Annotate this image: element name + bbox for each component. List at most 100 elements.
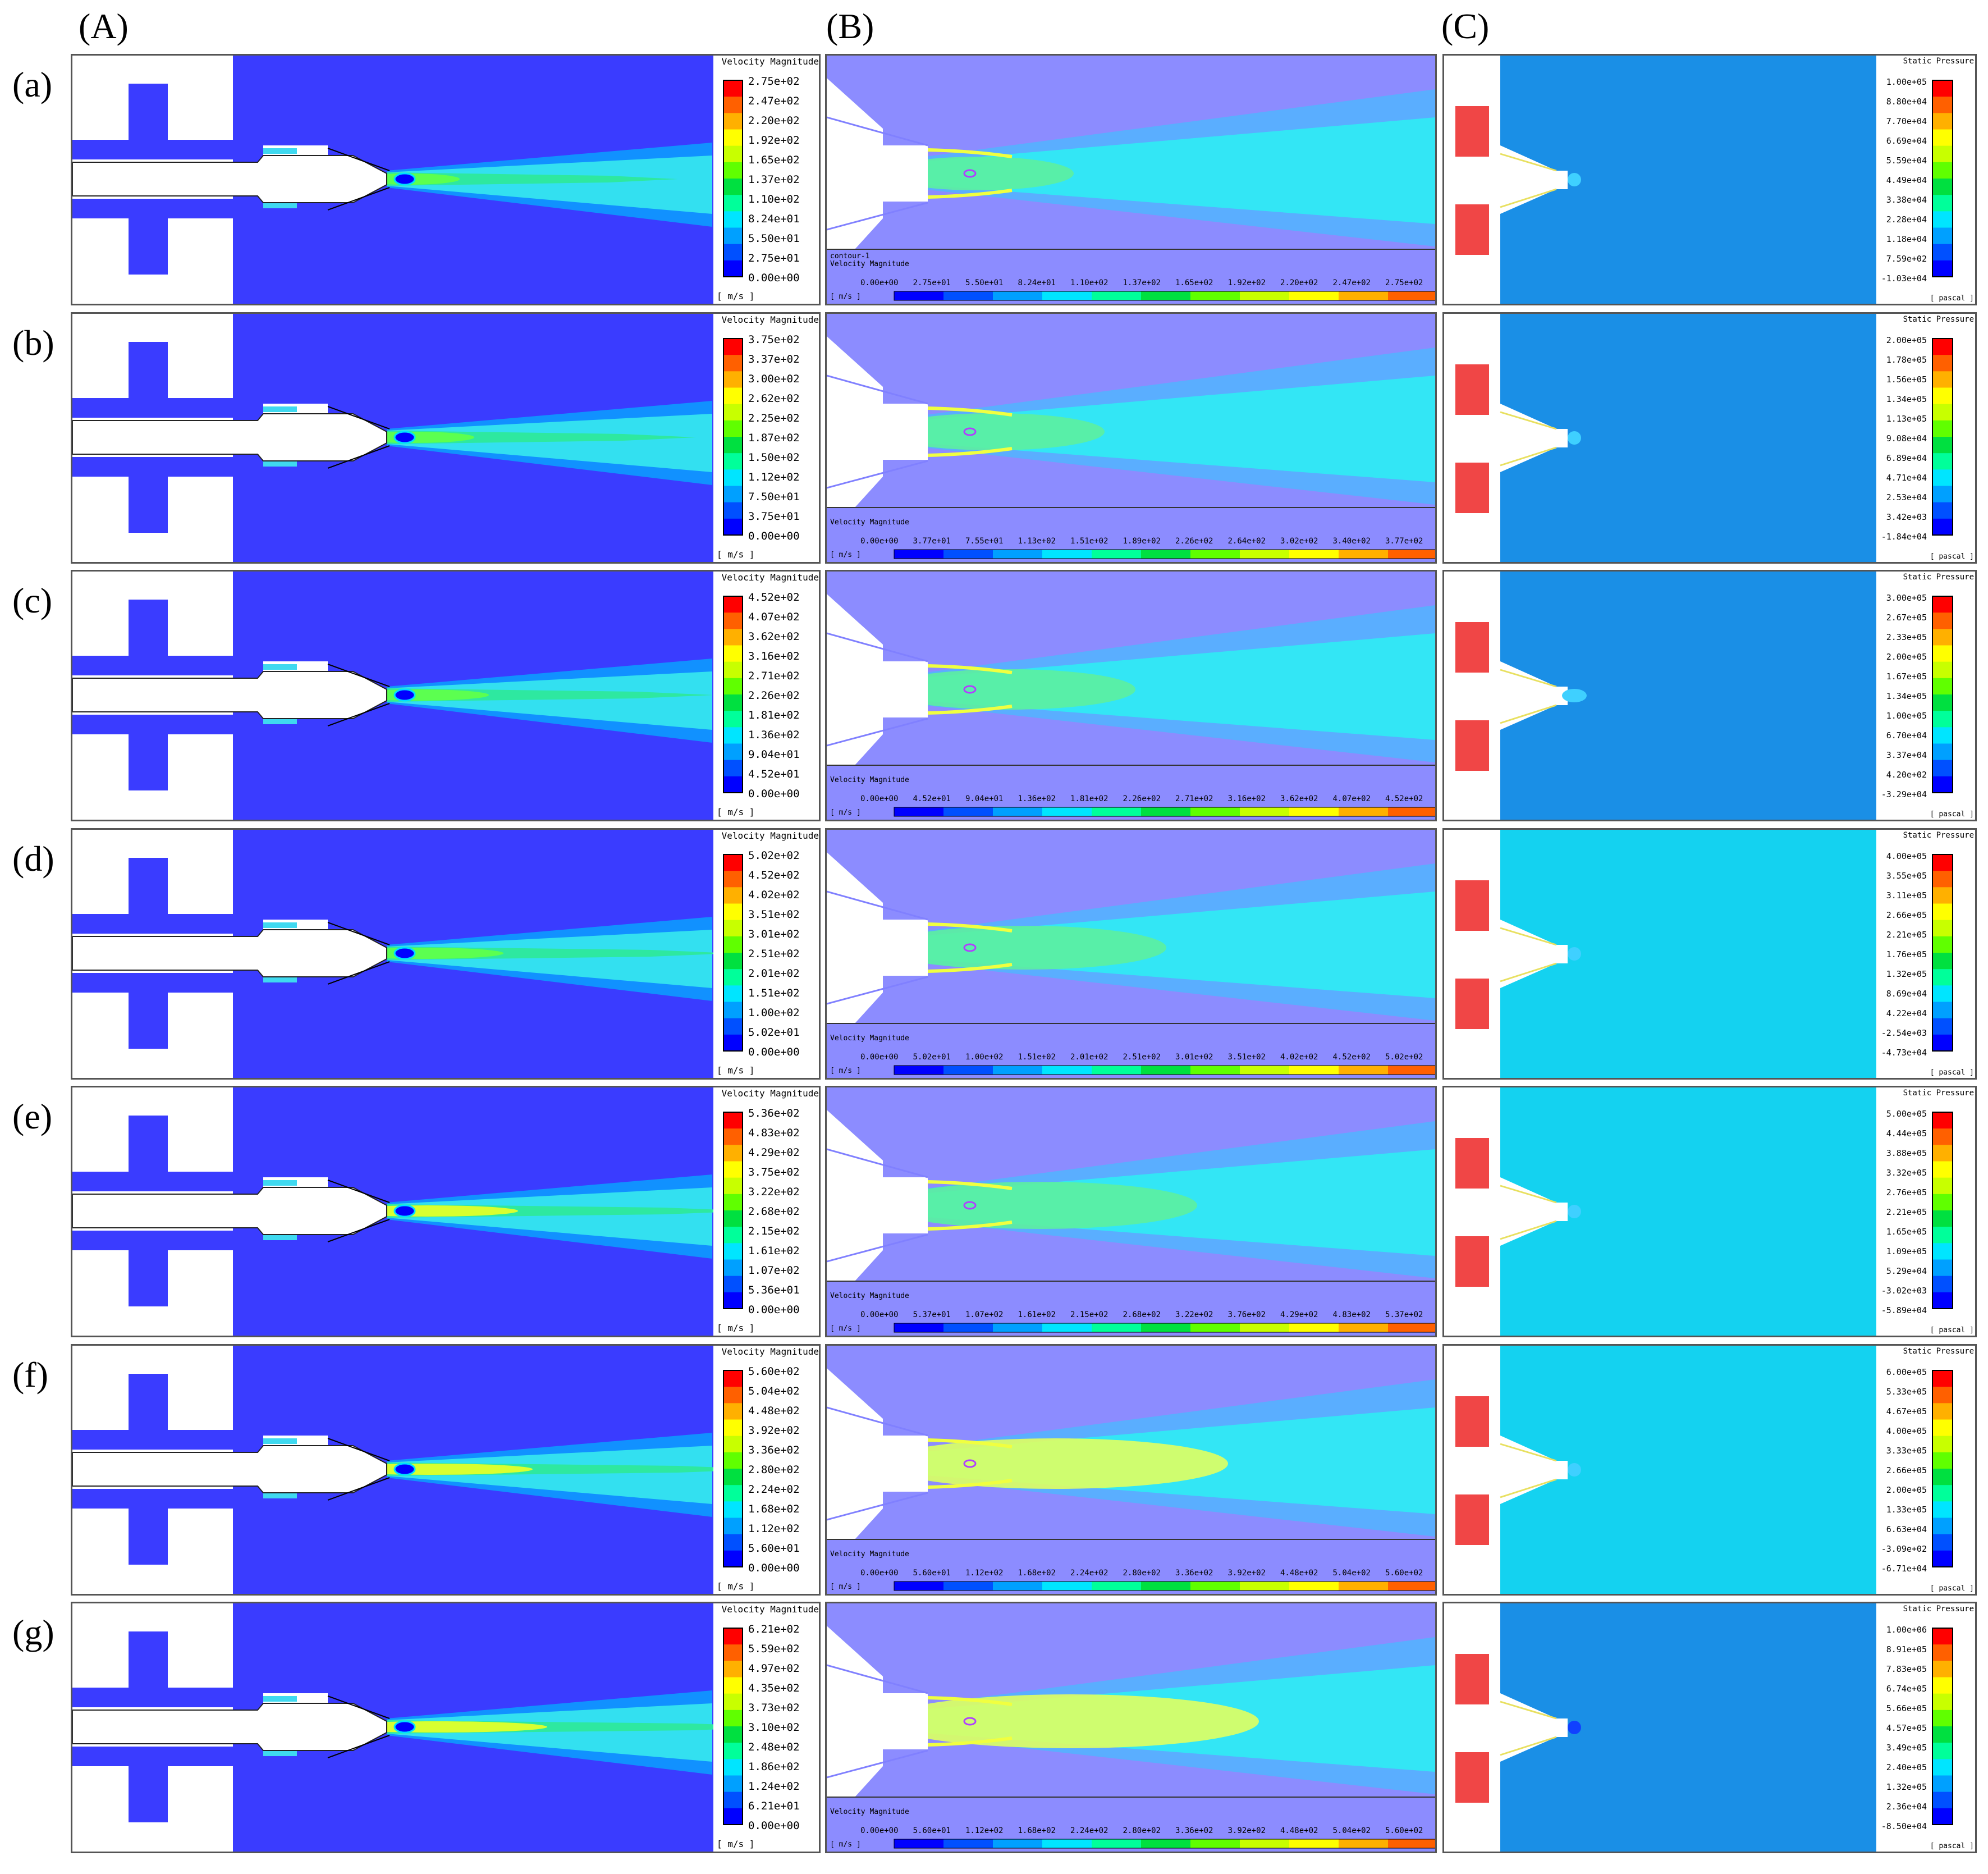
colorbar-tick: 3.37e+02 xyxy=(748,353,800,365)
lower-port xyxy=(297,1497,328,1537)
colorbar-tick: 5.02e+02 xyxy=(748,849,800,862)
colorbar-tick: 1.32e+05 xyxy=(1886,969,1927,979)
zoom-jet-core xyxy=(883,413,1105,450)
colorbar-tick: 5.60e+02 xyxy=(748,1365,800,1378)
colorbar-tick: 4.52e+02 xyxy=(748,869,800,881)
upper-port xyxy=(297,886,328,925)
colorbar-tick: 1.50e+02 xyxy=(748,451,800,464)
colorbar-unit: [ m/s ] xyxy=(830,1067,861,1075)
colorbar-tick: -3.09e+02 xyxy=(1881,1544,1927,1554)
colorbar-tick: 1.56e+05 xyxy=(1886,374,1927,385)
colorbar-tick: 1.36e+02 xyxy=(748,729,800,741)
velocity-panel-full: Velocity Magnitude 3.75e+02 3.37e+02 3.00e+… xyxy=(71,312,821,564)
colorbar-tick: 2.75e+02 xyxy=(748,75,800,88)
lower-plenum xyxy=(72,1489,258,1565)
pressure-panel: Static Pressure 4.00e+05 3.55e+05 3.11e+05 2… xyxy=(1442,828,1977,1080)
colorbar-tick: 4.52e+02 xyxy=(748,591,800,604)
velocity-panel-full: Velocity Magnitude 6.21e+02 5.59e+02 4.97e+… xyxy=(71,1602,821,1853)
jet-cyan xyxy=(387,1703,712,1762)
colorbar-tick: 5.60e+02 xyxy=(1385,1569,1423,1578)
colorbar-tick: 3.38e+04 xyxy=(1886,195,1927,205)
pressure-nozzle xyxy=(1444,1177,1568,1246)
colorbar-tick: 0.00e+00 xyxy=(860,537,898,546)
colorbar-unit: [ pascal ] xyxy=(1930,1842,1974,1850)
nozzle-needle xyxy=(72,413,387,461)
colorbar-tick: 1.67e+05 xyxy=(1886,671,1927,682)
colorbar-tick: 3.75e+02 xyxy=(748,1166,800,1178)
colorbar-tick: 0.00e+00 xyxy=(748,530,800,542)
colorbar-tick: -3.02e+03 xyxy=(1881,1286,1927,1296)
shock-cell xyxy=(393,172,416,186)
colorbar-tick: 7.70e+04 xyxy=(1886,116,1927,126)
colorbar-tick: 4.52e+02 xyxy=(1333,1053,1371,1062)
colorbar-tick: 0.00e+00 xyxy=(860,1053,898,1062)
colorbar-tick: 3.51e+02 xyxy=(1228,1053,1266,1062)
colorbar-tick: 5.29e+04 xyxy=(1886,1266,1927,1276)
jet-cyan xyxy=(387,156,712,214)
row-label: (a) xyxy=(12,65,53,104)
colorbar-tick: 5.02e+02 xyxy=(1385,1053,1423,1062)
colorbar-tick: 5.37e+02 xyxy=(1385,1310,1423,1319)
lower-high-pressure xyxy=(1455,979,1489,1029)
velocity-panel-full: Velocity Magnitude 4.52e+02 4.07e+02 3.62e+… xyxy=(71,570,821,821)
lower-plenum xyxy=(72,715,258,790)
colorbar-tick: 1.87e+02 xyxy=(748,432,800,444)
pressure-panel: Static Pressure 6.00e+05 5.33e+05 4.67e+05 4… xyxy=(1442,1344,1977,1596)
upper-plenum xyxy=(72,858,258,934)
colorbar-tick: 3.01e+02 xyxy=(748,928,800,940)
colorbar-unit: [ pascal ] xyxy=(1930,1068,1974,1077)
colorbar-tick: 4.52e+01 xyxy=(913,794,951,803)
colorbar-title: Static Pressure xyxy=(1903,573,1974,582)
colorbar-tick: 5.36e+02 xyxy=(748,1107,800,1119)
colorbar-tick: 4.49e+04 xyxy=(1886,175,1927,185)
colorbar-tick: 2.01e+02 xyxy=(1070,1053,1108,1062)
colorbar-tick: 5.60e+01 xyxy=(913,1569,951,1578)
colorbar-title: Velocity Magnitude xyxy=(830,776,909,784)
shock-cell xyxy=(393,431,416,444)
row-label: (e) xyxy=(12,1096,53,1136)
colorbar-unit: [ m/s ] xyxy=(830,292,861,301)
colorbar-unit: [ m/s ] xyxy=(717,1839,754,1849)
colorbar-tick: 0.00e+00 xyxy=(860,794,898,803)
colorbar-tick: 1.65e+05 xyxy=(1886,1227,1927,1237)
velocity-panel-zoom: Velocity Magnitude 0.00e+00 5.02e+01 1.00e+… xyxy=(825,828,1437,1080)
colorbar-tick: 3.49e+05 xyxy=(1886,1743,1927,1753)
colorbar-tick: 2.62e+02 xyxy=(748,392,800,405)
colorbar-tick: 2.47e+02 xyxy=(1333,278,1371,287)
lower-plenum xyxy=(72,1231,258,1306)
pressure-nozzle xyxy=(1444,920,1568,988)
upper-high-pressure xyxy=(1455,106,1489,157)
jet-cyan xyxy=(387,1187,712,1246)
pressure-panel: Static Pressure 2.00e+05 1.78e+05 1.56e+05 1… xyxy=(1442,312,1977,564)
colorbar-tick: 3.73e+02 xyxy=(748,1702,800,1714)
colorbar-tick: 2.75e+02 xyxy=(1385,278,1423,287)
velocity-panel-full: Velocity Magnitude 5.60e+02 5.04e+02 4.48e+… xyxy=(71,1344,821,1596)
colorbar-tick: 5.60e+02 xyxy=(1385,1826,1423,1835)
colorbar-tick: 1.36e+02 xyxy=(1018,794,1056,803)
colorbar-tick: 3.36e+02 xyxy=(1175,1569,1213,1578)
colorbar-tick: -3.29e+04 xyxy=(1881,789,1927,799)
colorbar-tick: 1.09e+05 xyxy=(1886,1246,1927,1256)
lower-port xyxy=(297,207,328,246)
colorbar-tick: 0.00e+00 xyxy=(860,1826,898,1835)
colorbar-tick: 2.00e+05 xyxy=(1886,335,1927,345)
colorbar-tick: 2.48e+02 xyxy=(748,1741,800,1753)
jet-cyan xyxy=(387,414,712,472)
colorbar-tick: 0.00e+00 xyxy=(748,1562,800,1574)
colorbar-tick: 2.51e+02 xyxy=(748,948,800,960)
colorbar-tick: 2.51e+02 xyxy=(1123,1053,1161,1062)
colorbar-tick: 2.24e+02 xyxy=(1070,1569,1108,1578)
velocity-panel-full: Velocity Magnitude 5.02e+02 4.52e+02 4.02e+… xyxy=(71,828,821,1080)
colorbar-unit: [ pascal ] xyxy=(1930,552,1974,561)
colorbar-tick: 3.36e+02 xyxy=(1175,1826,1213,1835)
jet-cyan xyxy=(387,1446,712,1504)
colorbar-unit: [ m/s ] xyxy=(717,1065,754,1076)
colorbar-tick: 1.10e+02 xyxy=(1070,278,1108,287)
colorbar-tick: 1.12e+02 xyxy=(748,471,800,483)
colorbar-tick: 1.37e+02 xyxy=(1123,278,1161,287)
colorbar-tick: 3.77e+01 xyxy=(913,537,951,546)
colorbar-tick: 2.00e+05 xyxy=(1886,652,1927,662)
colorbar-tick: 2.24e+02 xyxy=(1070,1826,1108,1835)
colorbar-tick: 1.18e+04 xyxy=(1886,234,1927,244)
lower-port xyxy=(297,723,328,762)
